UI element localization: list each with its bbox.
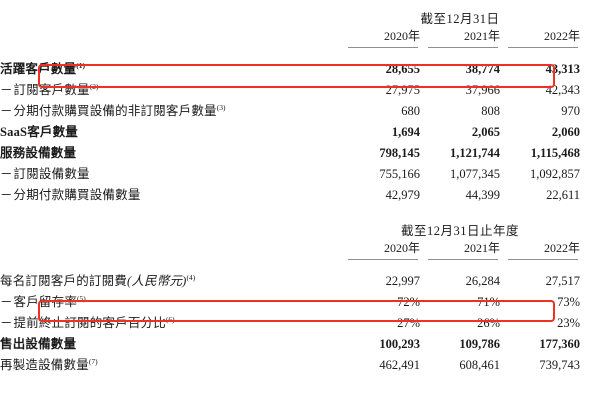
section2-span-header-row: 截至12月31日止年度 <box>0 222 600 240</box>
row-value: 1,115,468 <box>530 146 581 160</box>
table-row: 每名訂閱客戶的訂閱費(人民幣元)(4) 22,997 26,284 27,517 <box>0 271 600 292</box>
row-value: 73% <box>557 295 581 309</box>
section2-year-header-2020: 2020年 <box>340 240 420 260</box>
row-label-active-customers: 活躍客戶數量(1) <box>0 60 85 76</box>
table-row: 服務設備數量 798,145 1,121,744 1,115,468 <box>0 143 600 164</box>
row-value: 1,694 <box>391 125 420 139</box>
section2-year-header-row: 2020年 2021年 2022年 <box>0 240 600 260</box>
row-value: 608,461 <box>459 358 500 372</box>
row-value: 808 <box>481 104 500 118</box>
table-row: －客戶留存率(5) 72% 71% 73% <box>0 292 600 313</box>
row-value: 798,145 <box>379 146 420 160</box>
row-value: 970 <box>561 104 581 118</box>
row-value: 109,786 <box>459 337 500 351</box>
row-value: 680 <box>401 104 420 118</box>
row-value: 1,121,744 <box>450 146 500 160</box>
row-value: 1,092,857 <box>530 167 581 181</box>
row-value: 44,399 <box>465 188 500 202</box>
row-label-installment-devices: －分期付款購買設備數量 <box>0 188 141 202</box>
row-value: 27,975 <box>385 83 420 97</box>
operating-metrics-table-section-1: 截至12月31日 2020年 2021年 2022年 活躍客戶數量(1) <box>0 10 600 206</box>
row-label-early-termination-percentage: －提前終止訂閱的客戶百分比(6) <box>0 314 175 330</box>
table-row: －分期付款購買設備的非訂閱客戶數量(3) 680 808 970 <box>0 101 600 122</box>
row-value: 1,077,345 <box>450 167 500 181</box>
section1-spacer <box>0 48 600 59</box>
row-value: 26,284 <box>465 274 500 288</box>
row-label-installment-nonsubscription-customers: －分期付款購買設備的非訂閱客戶數量(3) <box>0 102 226 118</box>
section2-year-header-2022: 2022年 <box>500 240 580 260</box>
row-value: 42,343 <box>545 83 581 97</box>
row-label-subscription-fee-per-customer: 每名訂閱客戶的訂閱費(人民幣元)(4) <box>0 272 196 288</box>
row-value: 72% <box>397 295 420 309</box>
row-value: 43,313 <box>545 62 581 76</box>
table-row: 再製造設備數量(7) 462,491 608,461 739,743 <box>0 355 600 376</box>
row-value: 22,611 <box>546 188 581 202</box>
row-value: 755,166 <box>379 167 420 181</box>
row-value: 2,065 <box>471 125 500 139</box>
section1-span-header: 截至12月31日 <box>420 12 500 26</box>
table-row: －提前終止訂閱的客戶百分比(6) 27% 26% 23% <box>0 313 600 334</box>
row-value: 2,060 <box>551 125 581 139</box>
row-label-subscription-devices: －訂閱設備數量 <box>0 167 90 181</box>
table-row: －訂閱客戶數量(2) 27,975 37,966 42,343 <box>0 80 600 101</box>
row-value: 42,979 <box>385 188 420 202</box>
row-label-devices-sold: 售出設備數量 <box>0 337 77 351</box>
table-row: 售出設備數量 100,293 109,786 177,360 <box>0 334 600 355</box>
section2-year-header-2021: 2021年 <box>420 240 500 260</box>
table-row: 活躍客戶數量(1) 28,655 38,774 43,313 <box>0 59 600 80</box>
table-row: －訂閱設備數量 755,166 1,077,345 1,092,857 <box>0 164 600 185</box>
section1-span-header-row: 截至12月31日 <box>0 10 600 28</box>
row-value: 27% <box>397 316 420 330</box>
row-value: 177,360 <box>539 337 581 351</box>
section2-spacer <box>0 260 600 271</box>
row-label-serviced-devices: 服務設備數量 <box>0 146 77 160</box>
section1-year-header-2021: 2021年 <box>420 28 500 48</box>
row-label-saas-customers: SaaS客戶數量 <box>0 125 79 139</box>
row-value: 27,517 <box>545 274 581 288</box>
row-value: 100,293 <box>379 337 420 351</box>
section2-span-header: 截至12月31日止年度 <box>401 224 520 238</box>
row-value: 38,774 <box>465 62 500 76</box>
section1-year-header-row: 2020年 2021年 2022年 <box>0 28 600 48</box>
row-value: 23% <box>557 316 581 330</box>
row-value: 37,966 <box>465 83 500 97</box>
row-value: 26% <box>477 316 500 330</box>
row-label-customer-retention-rate: －客戶留存率(5) <box>0 293 86 309</box>
section1-year-header-2020: 2020年 <box>340 28 420 48</box>
row-value: 22,997 <box>385 274 420 288</box>
section1-year-header-2022: 2022年 <box>500 28 580 48</box>
operating-metrics-table-section-2: 截至12月31日止年度 2020年 2021年 2022年 每名訂閱客戶的訂閱費… <box>0 222 600 376</box>
table-row: －分期付款購買設備數量 42,979 44,399 22,611 <box>0 185 600 206</box>
row-value: 462,491 <box>379 358 420 372</box>
row-value: 28,655 <box>385 62 420 76</box>
row-value: 71% <box>477 295 500 309</box>
table-row: SaaS客戶數量 1,694 2,065 2,060 <box>0 122 600 143</box>
row-label-remanufactured-devices: 再製造設備數量(7) <box>0 356 98 372</box>
row-value: 739,743 <box>539 358 581 372</box>
row-label-subscription-customers: －訂閱客戶數量(2) <box>0 81 99 97</box>
